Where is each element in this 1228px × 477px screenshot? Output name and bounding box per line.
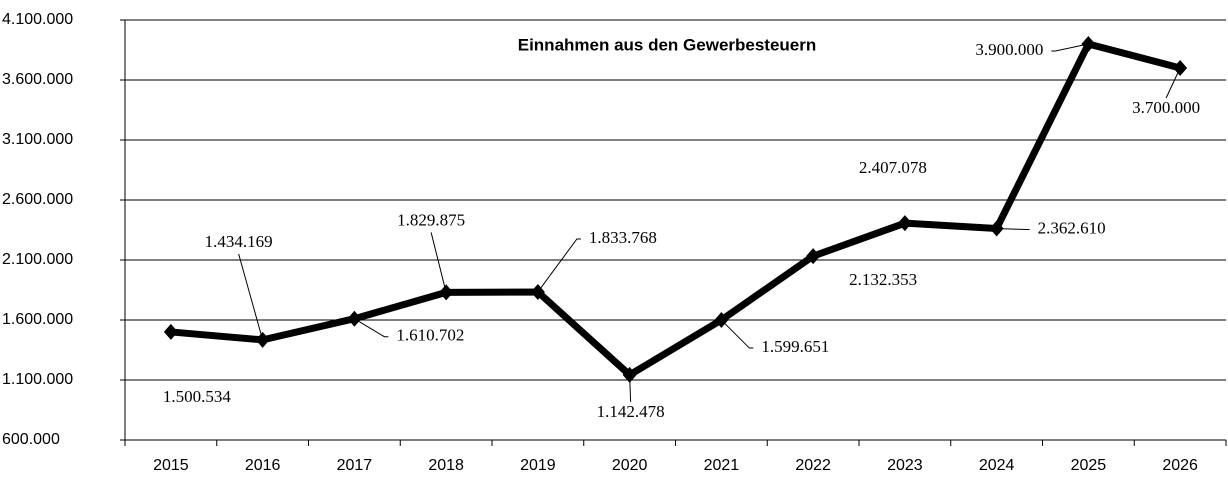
leader-line <box>721 319 754 349</box>
y-tick-label: 4.100.000 <box>2 11 73 28</box>
x-tick-label: 2026 <box>1162 457 1198 474</box>
data-label: 3.700.000 <box>1132 98 1200 117</box>
x-tick-label: 2020 <box>612 457 648 474</box>
x-tick-label: 2023 <box>887 457 923 474</box>
x-tick-label: 2025 <box>1071 457 1107 474</box>
x-tick-label: 2015 <box>153 457 189 474</box>
leader-line <box>238 253 264 341</box>
data-label: 2.132.353 <box>849 270 917 289</box>
y-tick-label: 1.600.000 <box>2 311 73 328</box>
x-tick-label: 2018 <box>428 457 464 474</box>
leader-line <box>430 232 447 293</box>
data-label: 3.900.000 <box>975 40 1043 59</box>
y-tick-label: 1.100.000 <box>2 371 73 388</box>
x-tick-label: 2022 <box>795 457 831 474</box>
data-label: 2.362.610 <box>1038 218 1106 237</box>
data-label: 1.434.169 <box>205 232 273 251</box>
leader-line <box>537 238 581 293</box>
marker <box>163 323 178 340</box>
y-tick-label: 3.600.000 <box>2 71 73 88</box>
data-label: 1.610.702 <box>396 326 464 345</box>
x-tick-label: 2019 <box>520 457 556 474</box>
chart-title: Einnahmen aus den Gewerbesteuern <box>518 35 817 54</box>
y-tick-label: 600.000 <box>2 431 60 448</box>
leader-line <box>354 318 389 338</box>
marker <box>806 248 821 265</box>
data-label: 1.829.875 <box>397 210 465 229</box>
x-tick-label: 2021 <box>704 457 740 474</box>
data-label: 1.142.478 <box>597 402 665 421</box>
data-label: 1.500.534 <box>163 387 232 406</box>
y-tick-label: 2.600.000 <box>2 191 73 208</box>
data-label: 1.833.768 <box>589 228 657 247</box>
y-tick-label: 3.100.000 <box>2 131 73 148</box>
leader-line <box>1165 67 1181 99</box>
data-label: 1.599.651 <box>761 337 829 356</box>
x-tick-label: 2017 <box>337 457 373 474</box>
line <box>170 40 1182 379</box>
x-tick-label: 2016 <box>245 457 281 474</box>
data-label: 2.407.078 <box>859 158 927 177</box>
marker <box>897 215 912 232</box>
leader-line <box>1051 43 1089 52</box>
x-tick-label: 2024 <box>979 457 1015 474</box>
leader-line <box>629 374 632 402</box>
leader-line <box>996 227 1030 230</box>
y-tick-label: 2.100.000 <box>2 251 73 268</box>
